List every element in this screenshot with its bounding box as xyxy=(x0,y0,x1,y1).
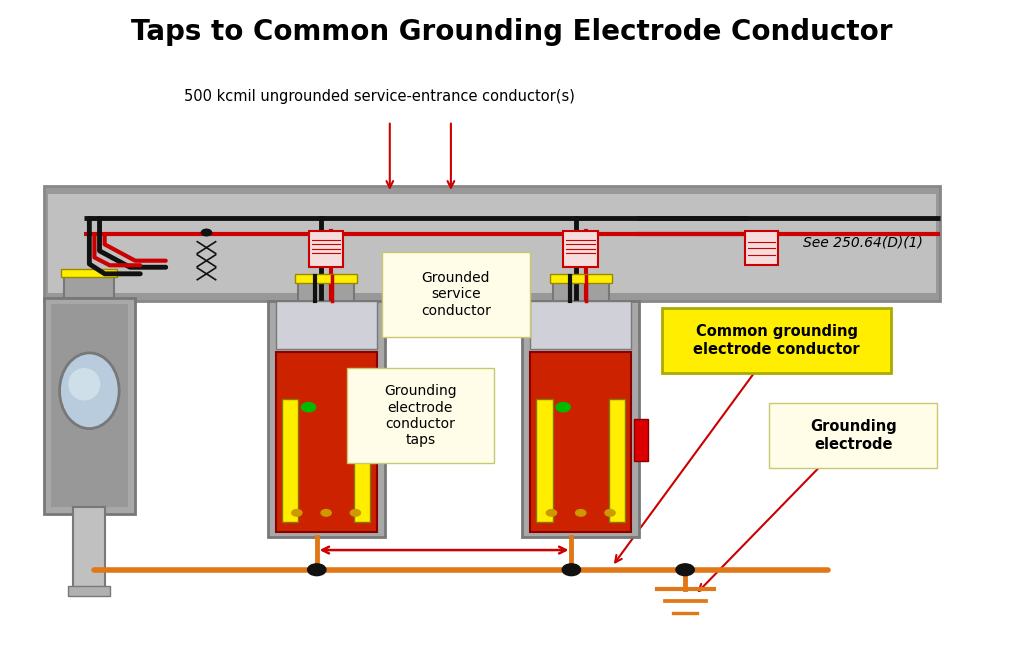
Bar xyxy=(634,419,648,461)
Bar xyxy=(608,399,625,522)
Text: Taps to Common Grounding Electrode Conductor: Taps to Common Grounding Electrode Condu… xyxy=(131,19,893,46)
Bar xyxy=(553,276,609,301)
Bar xyxy=(530,301,631,349)
Bar xyxy=(73,508,104,593)
Circle shape xyxy=(575,510,586,516)
Bar xyxy=(563,231,598,266)
Bar xyxy=(63,272,114,297)
Bar xyxy=(267,301,385,537)
Bar xyxy=(380,419,394,461)
Circle shape xyxy=(292,510,302,516)
Text: 500 kcmil ungrounded service-entrance conductor(s): 500 kcmil ungrounded service-entrance co… xyxy=(184,89,575,104)
Circle shape xyxy=(202,229,212,236)
Bar xyxy=(745,231,778,266)
Ellipse shape xyxy=(69,368,100,401)
Circle shape xyxy=(301,403,315,412)
Bar xyxy=(295,274,357,283)
Bar xyxy=(522,301,639,537)
Bar xyxy=(298,276,354,301)
Bar xyxy=(309,231,343,266)
Circle shape xyxy=(322,510,331,516)
Text: See 250.64(D)(1): See 250.64(D)(1) xyxy=(804,235,924,249)
FancyBboxPatch shape xyxy=(346,368,495,463)
Bar xyxy=(354,399,371,522)
Text: Common grounding
electrode conductor: Common grounding electrode conductor xyxy=(693,324,860,356)
Bar xyxy=(43,297,135,514)
Circle shape xyxy=(605,510,615,516)
Circle shape xyxy=(676,564,694,576)
Bar xyxy=(282,399,298,522)
Bar xyxy=(530,352,631,531)
FancyBboxPatch shape xyxy=(769,403,937,468)
Bar xyxy=(43,186,940,301)
Circle shape xyxy=(547,510,557,516)
Bar xyxy=(275,352,377,531)
Text: Grounding
electrode
conductor
taps: Grounding electrode conductor taps xyxy=(384,385,457,447)
Circle shape xyxy=(350,510,360,516)
Circle shape xyxy=(556,403,570,412)
Bar xyxy=(537,399,553,522)
FancyBboxPatch shape xyxy=(663,307,891,373)
Bar xyxy=(50,304,128,508)
FancyBboxPatch shape xyxy=(382,252,529,337)
Text: Grounded
service
conductor: Grounded service conductor xyxy=(421,271,490,318)
Circle shape xyxy=(562,564,581,576)
Circle shape xyxy=(307,564,326,576)
Bar xyxy=(550,274,612,283)
Ellipse shape xyxy=(59,353,119,428)
Bar xyxy=(275,301,377,349)
Bar xyxy=(68,586,110,596)
Bar xyxy=(60,269,117,277)
Text: Grounding
electrode: Grounding electrode xyxy=(810,419,897,451)
Bar xyxy=(47,194,936,293)
